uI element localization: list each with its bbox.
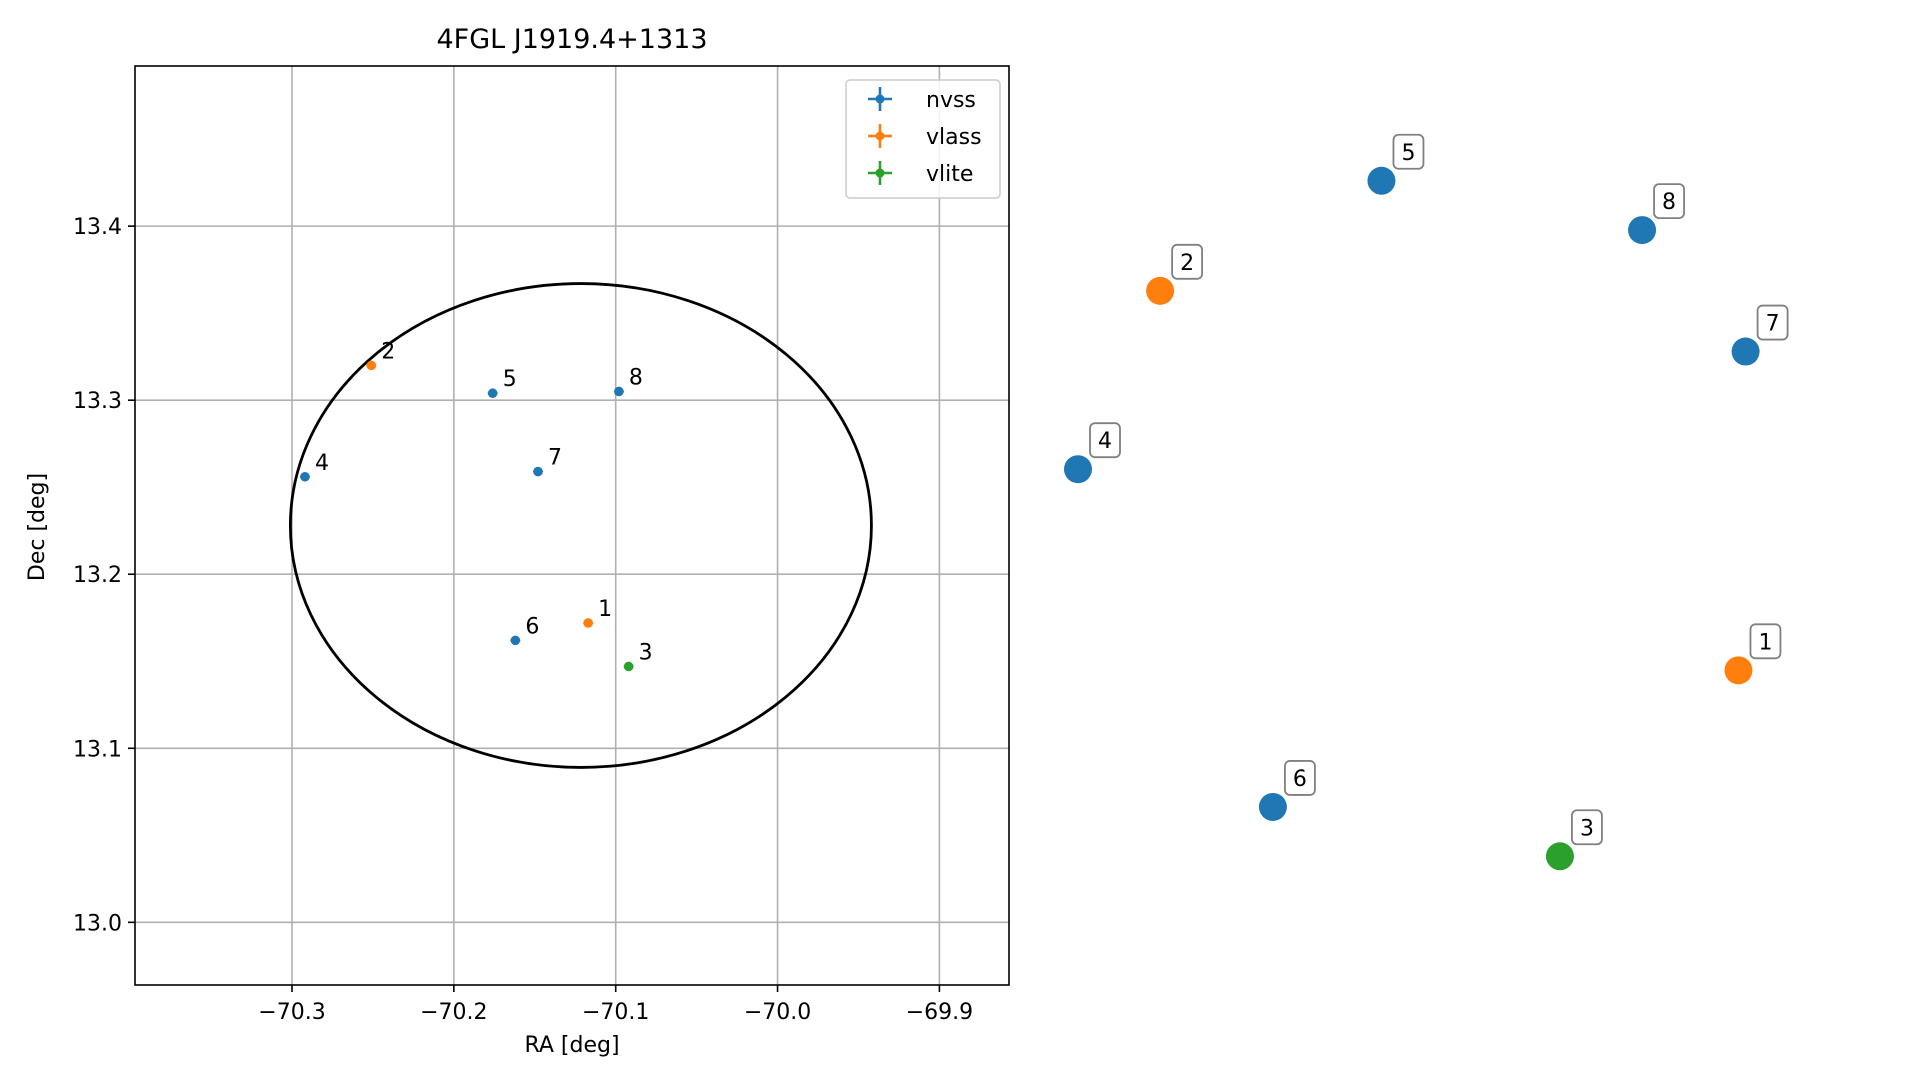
node-vlass xyxy=(1724,656,1753,685)
point-label: 7 xyxy=(548,446,562,471)
legend-marker-dot xyxy=(875,131,885,141)
point-label: 4 xyxy=(315,451,329,476)
y-tick-label: 13.1 xyxy=(73,737,122,762)
point-label: 1 xyxy=(598,597,612,622)
source-point-vlass xyxy=(366,360,377,371)
plot-frame xyxy=(134,65,1010,986)
y-tick-label: 13.4 xyxy=(73,215,122,240)
node-label-box xyxy=(1089,422,1121,459)
node-label: 2 xyxy=(1180,251,1194,276)
uncertainty-ellipse-layer xyxy=(288,282,873,769)
source-graph-panel: 1 2 3 4 5 6 7 8 xyxy=(1064,133,1789,871)
x-axis-label: RA [deg] xyxy=(524,1033,619,1058)
x-tick-label: −70.3 xyxy=(258,1000,325,1025)
x-tick-label: −70.1 xyxy=(582,1000,649,1025)
y-tick-label: 13.3 xyxy=(73,389,122,414)
source-point-nvss xyxy=(533,466,543,477)
legend-label-vlite: vlite xyxy=(926,162,973,187)
node-nvss xyxy=(1064,455,1092,484)
node-label-box xyxy=(1653,183,1685,220)
legend-marker-dot xyxy=(875,94,885,104)
point-label: 5 xyxy=(503,367,517,392)
source-points: 4 5 6 7 8 1 2 3 xyxy=(299,339,653,672)
node-vlite xyxy=(1545,842,1574,871)
node-label: 8 xyxy=(1662,190,1676,215)
x-tick-label: −70.2 xyxy=(420,1000,487,1025)
node-label: 7 xyxy=(1766,312,1780,337)
node-label-box xyxy=(1284,760,1316,796)
source-point-nvss xyxy=(614,386,624,397)
x-axis-ticks: −70.3 −70.2 −70.1 −70.0 −69.9 xyxy=(258,985,973,1025)
node-nvss xyxy=(1367,166,1396,195)
y-tick-label: 13.2 xyxy=(73,563,122,588)
node-label-box xyxy=(1171,243,1204,280)
source-point-nvss xyxy=(510,635,521,646)
node-nvss xyxy=(1628,216,1657,245)
uncertainty-ellipse xyxy=(288,282,873,769)
legend-label-vlass: vlass xyxy=(926,125,982,150)
source-point-vlite xyxy=(623,661,634,672)
point-label: 3 xyxy=(639,640,653,665)
x-tick-label: −70.0 xyxy=(744,1000,811,1025)
node-nvss xyxy=(1731,337,1760,366)
point-label: 2 xyxy=(381,339,395,364)
node-label-box xyxy=(1756,304,1789,341)
source-point-vlass xyxy=(583,618,593,628)
point-label: 8 xyxy=(629,365,643,390)
legend-label-nvss: nvss xyxy=(926,88,976,113)
y-tick-label: 13.0 xyxy=(73,911,122,936)
node-label: 3 xyxy=(1580,816,1594,841)
axes-frame xyxy=(134,65,1010,986)
node-label: 6 xyxy=(1293,767,1307,792)
node-label: 5 xyxy=(1401,141,1415,166)
node-label-box xyxy=(1571,809,1603,846)
source-point-nvss xyxy=(487,388,498,399)
chart-title: 4FGL J1919.4+1313 xyxy=(436,24,707,55)
x-tick-label: −69.9 xyxy=(906,1000,973,1025)
y-axis-ticks: 13.0 13.1 13.2 13.3 13.4 xyxy=(73,215,135,936)
legend-marker-dot xyxy=(875,168,885,178)
legend-box xyxy=(845,79,1001,199)
y-axis-label: Dec [deg] xyxy=(25,473,50,581)
node-label-box xyxy=(1749,623,1782,660)
point-label: 6 xyxy=(525,614,539,639)
node-vlass xyxy=(1146,276,1175,305)
node-label: 1 xyxy=(1758,630,1772,655)
legend: nvss vlass vlite xyxy=(845,79,1001,199)
grid xyxy=(135,66,1009,985)
node-label-box xyxy=(1392,133,1425,170)
node-nvss xyxy=(1258,792,1287,821)
node-label: 4 xyxy=(1098,429,1112,454)
source-point-nvss xyxy=(300,471,310,482)
